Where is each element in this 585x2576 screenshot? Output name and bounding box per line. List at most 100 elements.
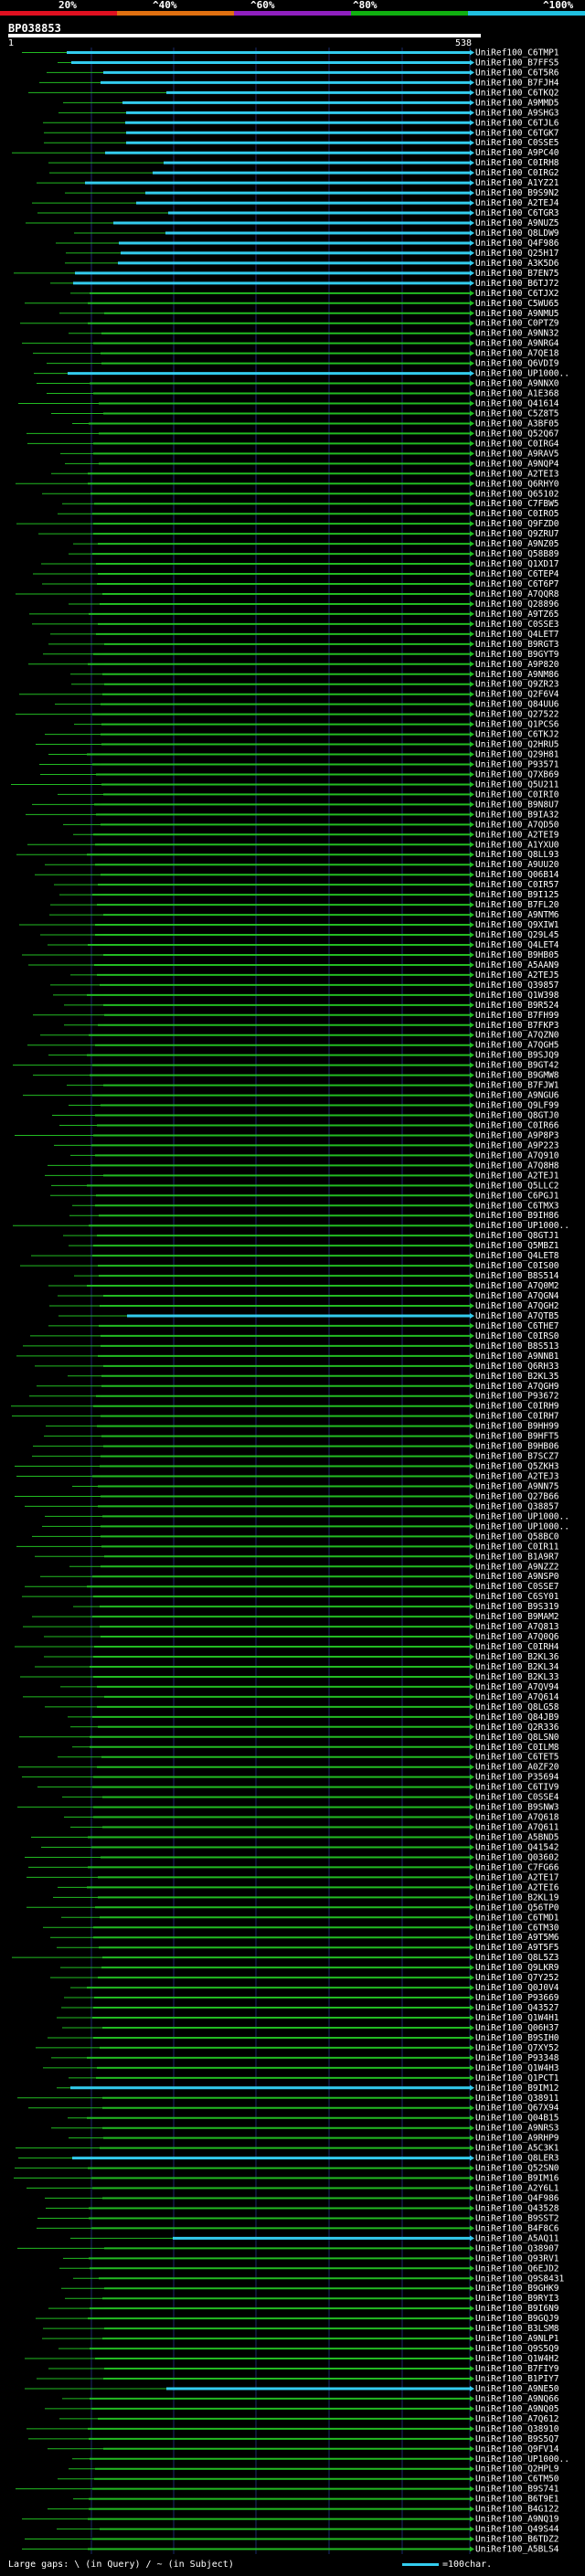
hit-label-112[interactable]: UniRef100_A2TEJ1: [475, 1171, 559, 1181]
hit-label-113[interactable]: UniRef100_Q5LLC2: [475, 1181, 559, 1191]
hit-label-2[interactable]: UniRef100_C6T5R6: [475, 68, 559, 78]
hit-label-212[interactable]: UniRef100_B9IM16: [475, 2174, 559, 2184]
hit-label-221[interactable]: UniRef100_Q6EJD2: [475, 2263, 559, 2274]
hit-label-202[interactable]: UniRef100_Q1PCT1: [475, 2073, 559, 2083]
hit-label-134[interactable]: UniRef100_P93672: [475, 1392, 559, 1402]
hit-label-38[interactable]: UniRef100_Q52Q67: [475, 429, 559, 439]
hit-label-66[interactable]: UniRef100_Q27522: [475, 710, 559, 720]
hit-label-151[interactable]: UniRef100_A9NZZ2: [475, 1562, 559, 1572]
hit-label-61[interactable]: UniRef100_A9P820: [475, 660, 559, 670]
hit-label-82[interactable]: UniRef100_Q06B14: [475, 870, 559, 880]
hit-label-143[interactable]: UniRef100_A9NN75: [475, 1481, 559, 1491]
hit-label-62[interactable]: UniRef100_A9NM86: [475, 670, 559, 680]
hit-label-161[interactable]: UniRef100_B2KL34: [475, 1662, 559, 1672]
hit-label-229[interactable]: UniRef100_Q9S5Q9: [475, 2344, 559, 2354]
hit-label-88[interactable]: UniRef100_Q29L45: [475, 930, 559, 940]
hit-label-79[interactable]: UniRef100_A1YXU0: [475, 840, 559, 850]
hit-label-138[interactable]: UniRef100_B9HFT5: [475, 1432, 559, 1442]
hit-label-218[interactable]: UniRef100_A5AQ11: [475, 2233, 559, 2243]
hit-label-23[interactable]: UniRef100_B6TJ72: [475, 279, 559, 289]
hit-label-156[interactable]: UniRef100_B9MAM2: [475, 1612, 559, 1622]
hit-label-178[interactable]: UniRef100_A5BND5: [475, 1833, 559, 1843]
hit-label-198[interactable]: UniRef100_B9SIH0: [475, 2033, 559, 2043]
hit-label-236[interactable]: UniRef100_A7Q612: [475, 2414, 559, 2424]
hit-label-145[interactable]: UniRef100_Q38857: [475, 1501, 559, 1511]
hit-label-117[interactable]: UniRef100_UP1000..: [475, 1221, 569, 1231]
hit-label-29[interactable]: UniRef100_A9NRG4: [475, 339, 559, 349]
hit-label-196[interactable]: UniRef100_Q1W4H1: [475, 2013, 559, 2023]
hit-label-231[interactable]: UniRef100_B7FIY9: [475, 2364, 559, 2374]
hit-label-240[interactable]: UniRef100_UP1000..: [475, 2454, 569, 2465]
hit-label-85[interactable]: UniRef100_B7FL20: [475, 900, 559, 910]
hit-label-67[interactable]: UniRef100_Q1PCS6: [475, 720, 559, 730]
hit-label-14[interactable]: UniRef100_B9S9N2: [475, 188, 559, 198]
hit-label-111[interactable]: UniRef100_A7Q8H8: [475, 1161, 559, 1171]
hit-label-108[interactable]: UniRef100_A9P8P3: [475, 1130, 559, 1140]
hit-label-8[interactable]: UniRef100_C6TGK7: [475, 128, 559, 138]
hit-label-52[interactable]: UniRef100_C6TEP4: [475, 569, 559, 579]
hit-label-11[interactable]: UniRef100_C0IRH8: [475, 158, 559, 168]
hit-label-186[interactable]: UniRef100_C6TMD1: [475, 1913, 559, 1923]
hit-label-185[interactable]: UniRef100_Q56TP0: [475, 1903, 559, 1913]
hit-label-244[interactable]: UniRef100_B6T9E1: [475, 2495, 559, 2505]
hit-label-37[interactable]: UniRef100_A3BF05: [475, 419, 559, 429]
hit-label-175[interactable]: UniRef100_B9SNW3: [475, 1803, 559, 1813]
hit-label-17[interactable]: UniRef100_A9NUZ5: [475, 218, 559, 228]
hit-label-115[interactable]: UniRef100_C6TMX3: [475, 1201, 559, 1211]
hit-label-192[interactable]: UniRef100_Q7Y252: [475, 1973, 559, 1983]
hit-label-174[interactable]: UniRef100_C0SSE4: [475, 1793, 559, 1803]
hit-label-222[interactable]: UniRef100_Q9S8431: [475, 2274, 565, 2284]
hit-label-154[interactable]: UniRef100_C6SY01: [475, 1592, 559, 1602]
hit-label-49[interactable]: UniRef100_A9NZ05: [475, 539, 559, 549]
hit-label-136[interactable]: UniRef100_C0IRH7: [475, 1412, 559, 1422]
hit-label-249[interactable]: UniRef100_A5BLS4: [475, 2545, 559, 2555]
hit-label-25[interactable]: UniRef100_C5WU65: [475, 299, 559, 309]
hit-label-12[interactable]: UniRef100_C0IRG2: [475, 168, 559, 178]
hit-label-39[interactable]: UniRef100_C0IRG4: [475, 439, 559, 449]
hit-label-211[interactable]: UniRef100_Q52SN0: [475, 2164, 559, 2174]
hit-label-149[interactable]: UniRef100_C0IR11: [475, 1542, 559, 1552]
hit-label-50[interactable]: UniRef100_Q58B89: [475, 549, 559, 559]
hit-label-200[interactable]: UniRef100_P93348: [475, 2053, 559, 2063]
hit-label-238[interactable]: UniRef100_B9S5Q7: [475, 2434, 559, 2444]
hit-label-150[interactable]: UniRef100_B1A9R7: [475, 1552, 559, 1562]
hit-label-47[interactable]: UniRef100_Q9FZD0: [475, 519, 559, 529]
hit-label-120[interactable]: UniRef100_Q4LET8: [475, 1251, 559, 1261]
hit-label-26[interactable]: UniRef100_A9NMU5: [475, 309, 559, 319]
hit-label-126[interactable]: UniRef100_A7QTB5: [475, 1311, 559, 1321]
hit-label-18[interactable]: UniRef100_Q8LDW9: [475, 228, 559, 239]
hit-label-135[interactable]: UniRef100_C0IRH9: [475, 1402, 559, 1412]
hit-label-226[interactable]: UniRef100_B9GQJ9: [475, 2314, 559, 2324]
hit-label-1[interactable]: UniRef100_B7FFS5: [475, 58, 559, 68]
hit-label-68[interactable]: UniRef100_C6TKJ2: [475, 730, 559, 740]
hit-label-15[interactable]: UniRef100_A2TEJ4: [475, 198, 559, 208]
hit-label-58[interactable]: UniRef100_Q4LET7: [475, 630, 559, 640]
hit-label-199[interactable]: UniRef100_Q7XY52: [475, 2043, 559, 2053]
hit-label-27[interactable]: UniRef100_C0PTZ9: [475, 319, 559, 329]
hit-label-160[interactable]: UniRef100_B2KL36: [475, 1652, 559, 1662]
hit-label-57[interactable]: UniRef100_C0SSE3: [475, 620, 559, 630]
hit-label-95[interactable]: UniRef100_B9R524: [475, 1001, 559, 1011]
hit-label-32[interactable]: UniRef100_UP1000..: [475, 369, 569, 379]
hit-label-43[interactable]: UniRef100_Q6RHY0: [475, 479, 559, 489]
hit-label-158[interactable]: UniRef100_A7Q0Q6: [475, 1632, 559, 1642]
hit-label-201[interactable]: UniRef100_Q1W4H3: [475, 2063, 559, 2073]
hit-label-133[interactable]: UniRef100_A7QGH9: [475, 1382, 559, 1392]
hit-label-121[interactable]: UniRef100_C0IS00: [475, 1261, 559, 1271]
hit-label-173[interactable]: UniRef100_C6TIV9: [475, 1783, 559, 1793]
hit-label-22[interactable]: UniRef100_B7EN75: [475, 269, 559, 279]
hit-label-213[interactable]: UniRef100_A2Y6L1: [475, 2184, 559, 2194]
hit-label-235[interactable]: UniRef100_A9NQ05: [475, 2404, 559, 2414]
hit-label-248[interactable]: UniRef100_B6TDZ2: [475, 2535, 559, 2545]
hit-label-176[interactable]: UniRef100_A7Q618: [475, 1813, 559, 1823]
hit-label-28[interactable]: UniRef100_A9NN32: [475, 329, 559, 339]
hit-label-132[interactable]: UniRef100_B2KL35: [475, 1372, 559, 1382]
hit-label-19[interactable]: UniRef100_Q4F986: [475, 239, 559, 249]
hit-label-197[interactable]: UniRef100_Q06H37: [475, 2023, 559, 2033]
hit-label-98[interactable]: UniRef100_A7QZN0: [475, 1031, 559, 1041]
hit-label-71[interactable]: UniRef100_P93571: [475, 759, 559, 769]
hit-label-243[interactable]: UniRef100_B9S741: [475, 2485, 559, 2495]
hit-label-93[interactable]: UniRef100_Q39857: [475, 981, 559, 991]
hit-label-20[interactable]: UniRef100_Q25H17: [475, 249, 559, 259]
hit-label-159[interactable]: UniRef100_C0IRH4: [475, 1642, 559, 1652]
